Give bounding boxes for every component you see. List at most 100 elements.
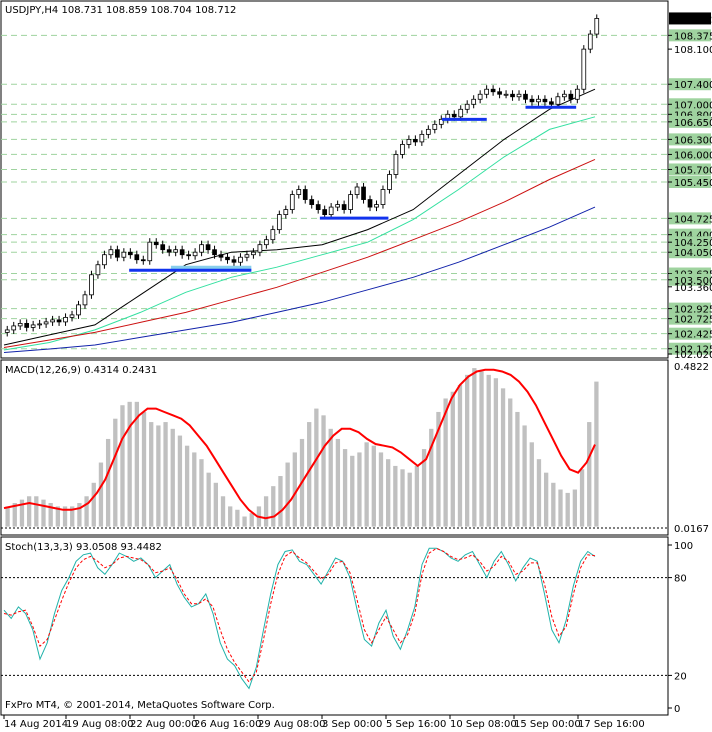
candle-body [56, 319, 62, 323]
price-label: 105.700 [674, 165, 712, 176]
candle-body [63, 316, 68, 323]
candle-body [542, 98, 548, 103]
stoch-main-line [3, 547, 596, 690]
macd-bar [34, 496, 39, 527]
candle-body [231, 259, 237, 263]
level-label-box [669, 148, 711, 161]
macd-bar [285, 462, 290, 527]
candle-body [199, 244, 204, 253]
macd-axis-label: 0.0167 [674, 524, 709, 535]
candle-body [147, 241, 153, 262]
candle-body [270, 229, 276, 241]
candle-body [121, 251, 127, 258]
candle-body [276, 214, 282, 231]
price-axis-labels: 108.712 108.375 108.100 107.400 107.000106.8… [668, 12, 712, 361]
candle-body [400, 143, 405, 155]
macd-bar [249, 513, 254, 527]
price-panel[interactable]: USDJPY,H4 108.731 108.859 108.704 108.71… [0, 0, 712, 361]
candle-body [361, 186, 366, 200]
candle-body [153, 241, 159, 246]
candle-body [432, 123, 438, 130]
macd-bar [450, 391, 455, 527]
candle-body [257, 244, 263, 253]
candle-body [555, 96, 561, 105]
candle-body [43, 321, 49, 325]
macd-bar [220, 496, 226, 527]
price-label: 107.000 [674, 100, 712, 111]
macd-bar [342, 449, 348, 527]
price-label: 104.400 [674, 231, 712, 242]
candle-body [425, 128, 431, 135]
level-label-box [669, 273, 711, 286]
macd-bar [371, 445, 376, 527]
macd-bar [242, 516, 247, 527]
macd-bar [55, 506, 61, 527]
macd-bar [565, 492, 570, 527]
price-label: 102.425 [674, 330, 712, 341]
macd-bar [421, 449, 427, 527]
macd-bar [156, 425, 161, 527]
stoch-panel[interactable]: Stoch(13,3,3) 93.0508 93.4482 FxPro MT4,… [0, 536, 693, 716]
macd-bar [213, 482, 218, 527]
level-label-box [669, 312, 711, 325]
candle-body [490, 88, 496, 93]
macd-bar [84, 496, 89, 527]
stoch-axis-label: 20 [674, 671, 687, 682]
macd-bar [414, 465, 420, 527]
stoch-panel-frame [0, 536, 669, 716]
level-label-box [669, 176, 711, 189]
level-label-box [669, 327, 711, 340]
candle-body [173, 249, 179, 253]
level-label-box [669, 246, 711, 259]
candle-body [212, 249, 217, 256]
macd-bar [508, 398, 513, 527]
macd-bar [378, 452, 384, 527]
time-label: 15 Sep 00:00 [514, 719, 581, 730]
macd-bar [472, 368, 477, 527]
macd-panel[interactable]: MACD(12,26,9) 0.4314 0.2431 0.4822 0.0167 [0, 359, 709, 536]
support-lines[interactable] [129, 105, 577, 272]
macd-bar [386, 459, 391, 527]
macd-bar [206, 472, 211, 527]
price-label: 104.050 [674, 248, 712, 259]
candle-body [89, 274, 94, 296]
macd-bar [5, 506, 10, 527]
macd-bar [357, 452, 362, 527]
macd-bar [105, 438, 111, 527]
candle-body [562, 93, 567, 98]
time-label: 22 Aug 00:00 [130, 719, 197, 730]
price-label: 102.020 [674, 350, 712, 361]
symbol-header: USDJPY,H4 108.731 108.859 108.704 108.71… [5, 5, 236, 16]
candle-body [160, 244, 166, 251]
price-label: 103.500 [674, 276, 712, 287]
candle-body [244, 254, 250, 258]
macd-bar [26, 496, 32, 527]
candle-body [587, 33, 593, 50]
candle-body [549, 101, 554, 105]
candle-body [581, 48, 587, 90]
candle-body [471, 98, 477, 105]
level-label-box [669, 133, 711, 146]
candle-body [419, 133, 425, 143]
macd-bar [170, 428, 175, 527]
macd-bar [465, 374, 470, 527]
stoch-axis-label: 80 [674, 574, 687, 585]
candle-body [523, 93, 528, 100]
macd-signal-line [3, 368, 596, 520]
macd-bar [163, 422, 168, 527]
macd-bar [572, 489, 578, 527]
macd-bar [149, 422, 154, 527]
macd-panel-frame [0, 359, 669, 536]
macd-bar [70, 506, 75, 527]
level-label-box [669, 212, 711, 225]
candle-body [95, 264, 101, 276]
candle-body [568, 93, 574, 100]
candle-body [309, 199, 315, 205]
macd-bar [436, 411, 441, 527]
candle-body [166, 249, 172, 253]
macd-bar [120, 405, 125, 527]
price-label: 103.360 [674, 283, 712, 294]
candle-body [574, 88, 580, 100]
macd-signal-line [3, 368, 596, 520]
